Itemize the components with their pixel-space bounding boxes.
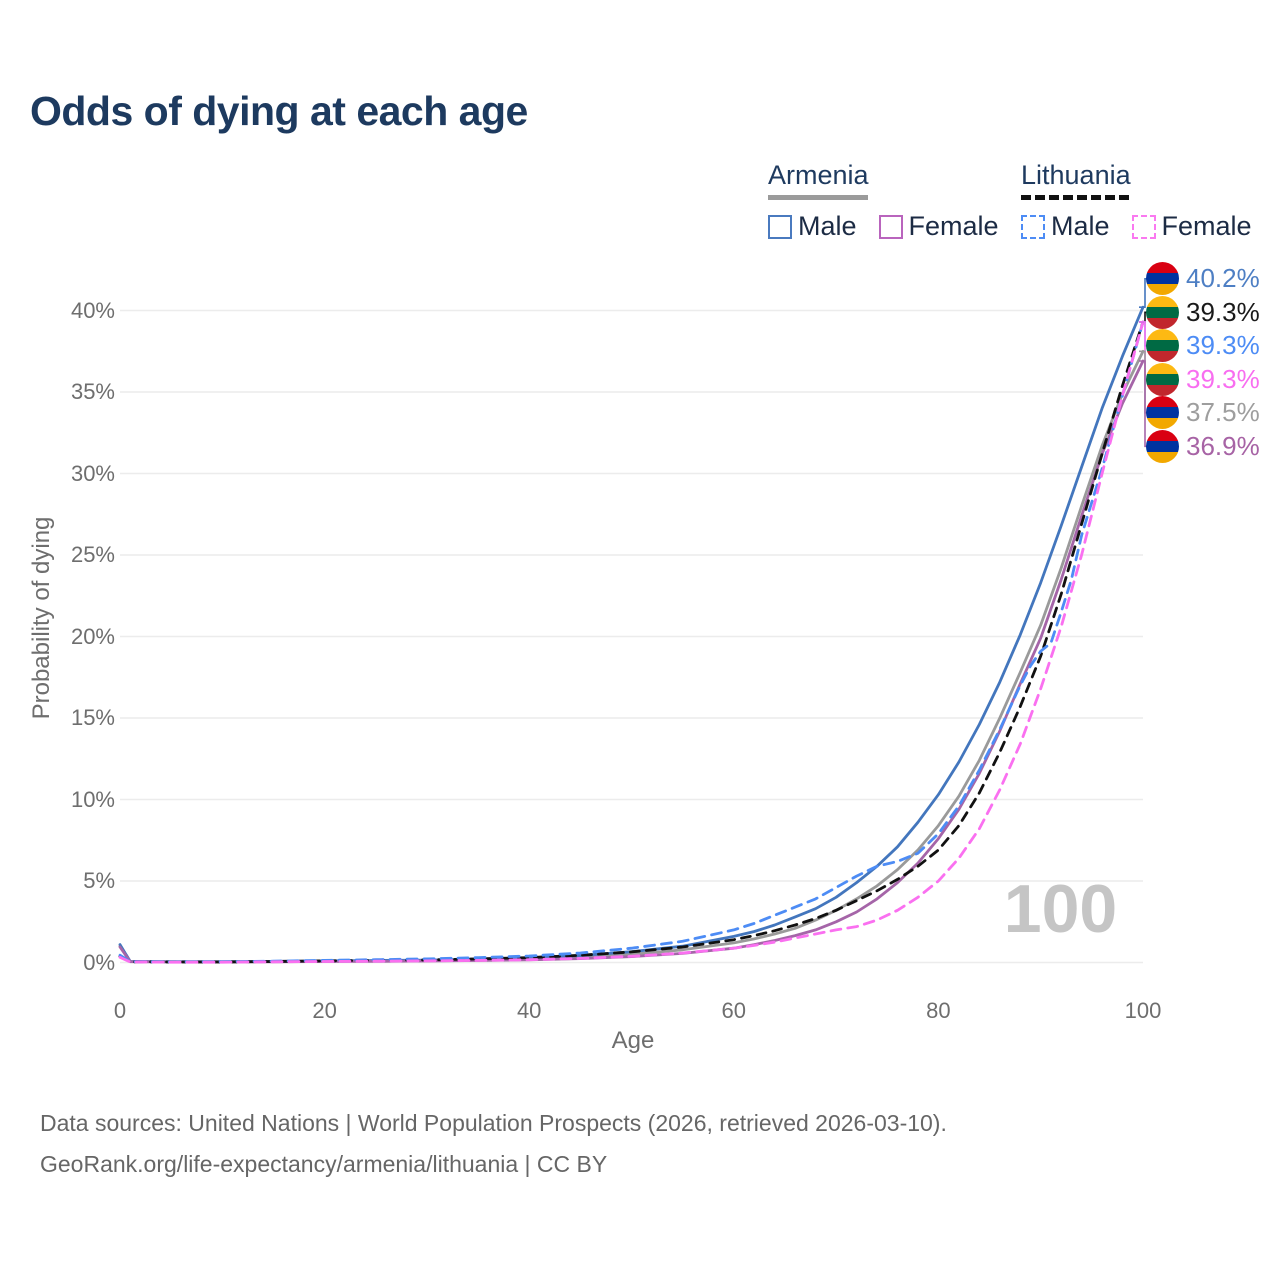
x-tick-20: 20 (312, 998, 337, 1023)
flag-icon-lithuania (1146, 362, 1179, 396)
legend-lithuania-female[interactable]: Female (1131, 211, 1252, 242)
legend-lithuania-line-sample (1021, 195, 1129, 200)
legend-armenia-male-swatch[interactable] (768, 214, 792, 239)
series-line-lithuania-female[interactable] (118, 320, 1145, 964)
flag-icon-armenia (1146, 396, 1179, 430)
y-tick-40%: 40% (70, 297, 115, 323)
y-tick-5%: 5% (83, 868, 115, 893)
flag-icon-lithuania (1146, 295, 1179, 329)
legend-armenia-female-label: Female (908, 211, 999, 241)
legend-lithuania-male-label: Male (1051, 211, 1110, 241)
footer: Data sources: United Nations | World Pop… (40, 1103, 947, 1185)
legend-lithuania-male-swatch[interactable] (1021, 214, 1045, 239)
legend-armenia-label[interactable]: Armenia (768, 160, 869, 190)
y-tick-35%: 35% (70, 379, 115, 404)
legend-armenia-male[interactable]: Male (768, 211, 857, 242)
x-tick-80: 80 (926, 998, 951, 1023)
series-line-lithuania-male[interactable] (118, 320, 1145, 964)
x-tick-100: 100 (1124, 998, 1162, 1023)
end-label-row-armenia-male: 40.2% (1146, 262, 1260, 296)
x-axis-title: Age (611, 1027, 655, 1054)
end-value-labels: 40.2% 39.3% 39.3% 39.3% 37.5% 36.9% (1146, 262, 1260, 463)
y-tick-15%: 15% (70, 705, 115, 730)
end-label-value-lithuania-both: 39.3% (1186, 296, 1260, 327)
end-label-value-lithuania-male: 39.3% (1186, 330, 1260, 361)
flag-icon-armenia (1146, 262, 1179, 296)
end-label-value-lithuania-female: 39.3% (1186, 363, 1260, 394)
end-label-row-lithuania-male: 39.3% (1146, 329, 1260, 363)
legend-armenia-female[interactable]: Female (878, 211, 999, 242)
legend-lithuania-label[interactable]: Lithuania (1021, 160, 1131, 190)
legend-lithuania-male[interactable]: Male (1021, 211, 1110, 242)
legend-group-lithuania[interactable]: Lithuania Male Female (1021, 160, 1266, 242)
legend-armenia-line-sample (768, 195, 868, 200)
x-tick-60: 60 (721, 998, 747, 1023)
legend-group-armenia[interactable]: Armenia Male Female (768, 160, 1013, 242)
footer-attribution: GeoRank.org/life-expectancy/armenia/lith… (40, 1151, 608, 1177)
x-tick-40: 40 (516, 998, 542, 1023)
legend-armenia-female-swatch[interactable] (878, 214, 903, 239)
flag-icon-lithuania (1146, 329, 1179, 363)
chart-title: Odds of dying at each age (30, 88, 528, 134)
end-label-row-armenia-both: 37.5% (1146, 396, 1260, 430)
end-label-value-armenia-both: 37.5% (1186, 397, 1260, 428)
footer-data-sources: Data sources: United Nations | World Pop… (40, 1110, 947, 1136)
end-label-value-armenia-female: 36.9% (1186, 430, 1260, 461)
legend-armenia-male-label: Male (798, 211, 857, 241)
end-label-row-lithuania-female: 39.3% (1146, 362, 1260, 397)
end-label-row-armenia-female: 36.9% (1146, 429, 1260, 464)
y-tick-25%: 25% (70, 542, 115, 567)
y-axis-title: Probability of dying (28, 516, 55, 720)
end-label-value-armenia-male: 40.2% (1186, 263, 1260, 294)
y-tick-20%: 20% (70, 623, 115, 649)
y-tick-10%: 10% (70, 786, 115, 812)
x-tick-0: 0 (113, 998, 127, 1023)
legend-lithuania-female-swatch[interactable] (1131, 214, 1156, 239)
series-line-lithuania-both[interactable] (118, 320, 1145, 964)
y-tick-0%: 0% (83, 949, 115, 975)
end-label-row-lithuania-both: 39.3% (1146, 295, 1260, 330)
y-tick-30%: 30% (70, 460, 115, 486)
series-line-armenia-male[interactable] (118, 305, 1145, 964)
hovered-age-watermark: 100 (1003, 871, 1118, 947)
flag-icon-armenia (1146, 429, 1179, 463)
legend-lithuania-female-label: Female (1161, 211, 1252, 241)
